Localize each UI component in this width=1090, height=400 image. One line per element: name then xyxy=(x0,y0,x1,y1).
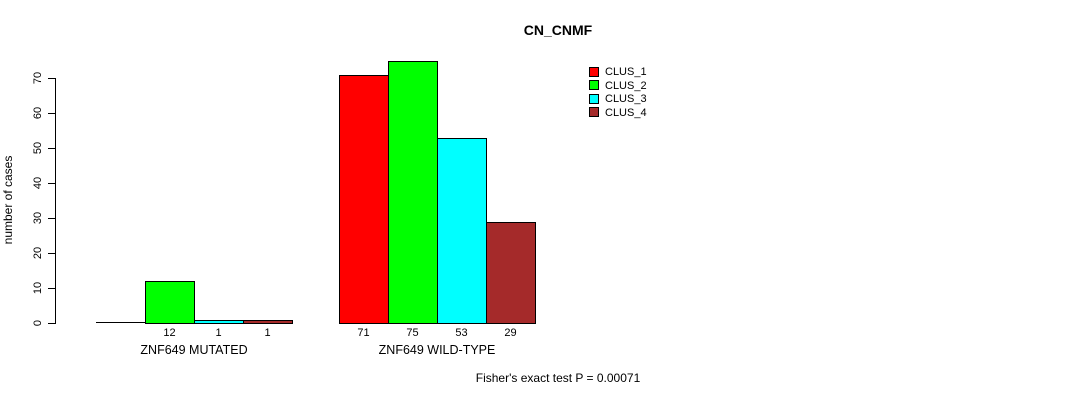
bar xyxy=(243,320,293,324)
y-tick-label: 0 xyxy=(32,319,44,327)
legend-swatch xyxy=(589,93,599,104)
legend-swatch xyxy=(589,80,599,90)
bar-value-label: 1 xyxy=(264,327,271,339)
bar xyxy=(388,61,438,324)
bar-value-label: 75 xyxy=(406,327,419,339)
bar xyxy=(145,281,195,324)
y-tick-label: 40 xyxy=(32,176,44,190)
annotation-text: Fisher's exact test P = 0.00071 xyxy=(475,371,641,385)
legend-label: CLUS_4 xyxy=(605,106,647,119)
legend-swatch xyxy=(589,66,599,77)
y-tick-mark xyxy=(48,323,55,324)
bar xyxy=(486,222,536,324)
bar-value-label: 71 xyxy=(357,327,370,339)
y-tick-label: 20 xyxy=(32,246,44,260)
y-axis-line xyxy=(55,78,56,324)
legend-swatch xyxy=(589,107,599,117)
bar xyxy=(339,75,389,324)
legend-label: CLUS_3 xyxy=(605,93,647,105)
bar xyxy=(96,322,146,323)
bar-value-label: 53 xyxy=(455,327,468,339)
y-tick-label: 60 xyxy=(32,106,44,120)
bar-value-label: 29 xyxy=(504,327,517,339)
y-tick-label: 30 xyxy=(32,211,44,225)
y-tick-mark xyxy=(48,78,55,79)
y-tick-mark xyxy=(48,113,55,114)
y-tick-label: 50 xyxy=(32,141,44,155)
y-tick-mark xyxy=(48,218,55,219)
bar xyxy=(194,320,244,324)
chart-title: CN_CNMF xyxy=(523,22,593,38)
group-label: ZNF649 WILD-TYPE xyxy=(378,343,496,357)
bar-value-label: 1 xyxy=(215,327,222,339)
y-tick-mark xyxy=(48,148,55,149)
bar-value-label: 12 xyxy=(163,327,176,339)
y-tick-mark xyxy=(48,183,55,184)
bar xyxy=(437,138,487,324)
y-tick-label: 10 xyxy=(32,281,44,295)
legend-label: CLUS_1 xyxy=(605,66,647,78)
y-tick-mark xyxy=(48,288,55,289)
group-label: ZNF649 MUTATED xyxy=(140,343,248,357)
y-tick-mark xyxy=(48,253,55,254)
legend-label: CLUS_2 xyxy=(605,79,647,92)
y-tick-label: 70 xyxy=(32,71,44,85)
